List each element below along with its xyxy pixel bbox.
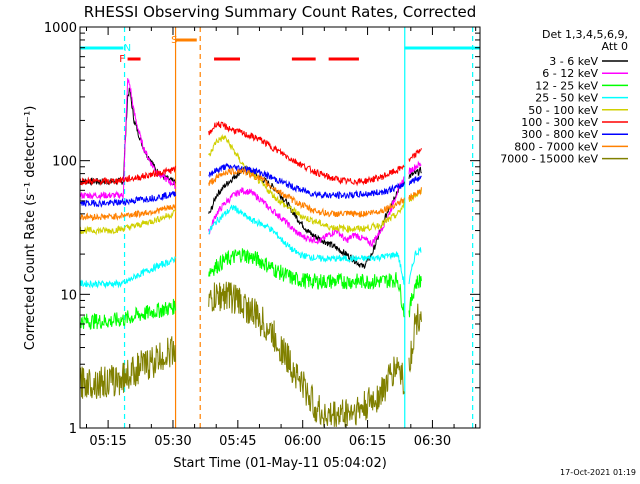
flag-label: F (119, 54, 125, 65)
legend-header: Att 0 (602, 40, 628, 53)
legend-entry-label: 6 - 12 keV (542, 67, 598, 80)
legend-entry-label: 800 - 7000 keV (514, 140, 598, 153)
y-tick-label: 10 (60, 288, 77, 303)
y-tick-label: 1000 (44, 21, 77, 36)
series-line (79, 248, 422, 330)
series-line (79, 121, 422, 187)
x-tick-label: 06:30 (414, 434, 451, 449)
legend-entry-label: 25 - 50 keV (535, 92, 598, 105)
y-tick-label: 1 (69, 422, 77, 437)
chart-title: RHESSI Observing Summary Count Rates, Co… (84, 3, 477, 21)
legend-entry-label: 100 - 300 keV (521, 116, 598, 129)
x-tick-label: 06:00 (284, 434, 321, 449)
x-tick-label: 05:45 (219, 434, 256, 449)
series-line (79, 167, 422, 222)
series-lines (79, 78, 422, 427)
flag-label: S (171, 35, 177, 46)
x-tick-label: 06:15 (349, 434, 386, 449)
legend-entry-label: 50 - 100 keV (528, 104, 598, 117)
time-markers (123, 27, 474, 428)
legend-entry-label: 12 - 25 keV (535, 79, 598, 92)
legend-header: Det 1,3,4,5,6,9, (542, 28, 628, 41)
legend-entry-label: 7000 - 15000 keV (500, 153, 598, 166)
status-bars: FN S (80, 35, 480, 65)
y-axis-label: Corrected Count Rate (s⁻¹ detector⁻¹) (23, 106, 38, 351)
legend-entry-label: 3 - 6 keV (549, 55, 598, 68)
x-axis-label: Start Time (01-May-11 05:04:02) (173, 456, 387, 471)
plot-frame (79, 26, 481, 429)
flag-label: N (124, 43, 131, 54)
series-line (79, 162, 422, 208)
timestamp: 17-Oct-2021 01:19 (560, 468, 636, 477)
x-tick-label: 05:30 (154, 434, 191, 449)
series-line (79, 281, 422, 427)
x-tick-label: 05:15 (89, 434, 126, 449)
axes: 1 10 100 1000 05:15 05:30 05:45 06:00 06:15 06:30 (44, 21, 481, 449)
legend-entry-label: 300 - 800 keV (521, 128, 598, 141)
y-tick-label: 100 (52, 155, 77, 170)
series-line (80, 204, 422, 290)
